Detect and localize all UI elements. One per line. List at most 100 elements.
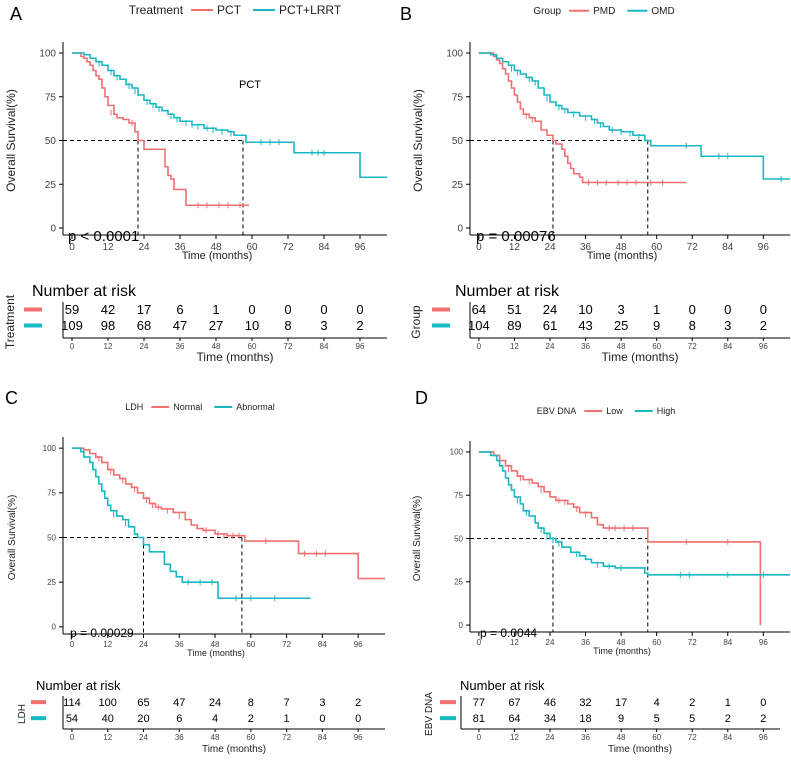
x-tick-label: 48	[617, 638, 626, 647]
legend-title: EBV DNA	[537, 406, 577, 416]
risk-count: 4	[654, 697, 660, 709]
legend-label-high: High	[657, 406, 676, 416]
legend: Group PMD OMD	[533, 6, 674, 17]
x-tick-label: 60	[652, 638, 661, 647]
risk-count: 42	[101, 302, 115, 317]
curve-abnormal	[71, 447, 311, 600]
y-tick-label: 100	[446, 49, 463, 60]
y-tick-label: 50	[45, 136, 57, 147]
risk-count: 100	[99, 697, 117, 709]
y-tick-label: 50	[454, 534, 463, 543]
y-tick-label: 25	[452, 180, 464, 191]
risk-count: 89	[507, 318, 521, 333]
risk-x-tick-label: 84	[320, 342, 329, 351]
risk-count: 64	[508, 713, 520, 725]
x-tick-label: 84	[723, 638, 732, 647]
risk-count: 24	[543, 302, 557, 317]
risk-x-tick-label: 12	[510, 342, 519, 351]
risk-count: 114	[63, 697, 81, 709]
risk-count: 59	[65, 302, 79, 317]
risk-count: 1	[212, 302, 219, 317]
risk-count: 9	[653, 318, 660, 333]
risk-count: 5	[689, 713, 695, 725]
risk-count: 18	[579, 713, 591, 725]
risk-x-tick-label: 24	[139, 733, 148, 742]
annotation-label: PCT	[239, 79, 261, 91]
legend-label-pct-lrrt: PCT+LRRT	[279, 3, 342, 17]
x-tick-label: 60	[246, 242, 258, 253]
risk-count: 2	[760, 713, 766, 725]
curve-omd	[478, 52, 790, 180]
legend-label-omd: OMD	[651, 6, 674, 17]
panel-label: A	[10, 4, 22, 24]
risk-x-tick-label: 36	[581, 733, 590, 742]
legend: Treatment PCT PCT+LRRT	[129, 3, 342, 17]
risk-count: 61	[543, 318, 557, 333]
x-tick-label: 48	[210, 242, 222, 253]
x-tick-label: 0	[70, 640, 75, 649]
curve-high	[478, 451, 790, 576]
x-tick-label: 36	[175, 640, 184, 649]
risk-count: 54	[66, 713, 78, 725]
legend: LDH Normal Abnormal	[125, 402, 275, 412]
risk-count: 65	[137, 697, 149, 709]
x-tick-label: 36	[581, 638, 590, 647]
risk-y-axis-title: Treatment	[3, 294, 17, 349]
panel-label: B	[400, 4, 412, 24]
x-tick-label: 24	[544, 242, 556, 253]
risk-x-tick-label: 96	[759, 733, 768, 742]
y-tick-label: 25	[47, 578, 56, 587]
risk-count: 0	[760, 302, 767, 317]
risk-count: 10	[578, 302, 592, 317]
x-tick-label: 96	[759, 638, 768, 647]
legend-title: Group	[533, 6, 561, 17]
x-tick-label: 48	[616, 242, 628, 253]
x-axis-title: Time (months)	[587, 250, 658, 262]
risk-x-tick-label: 96	[354, 733, 363, 742]
legend-title: Treatment	[129, 3, 184, 17]
risk-x-tick-label: 12	[510, 733, 519, 742]
risk-x-tick-label: 0	[70, 733, 75, 742]
y-axis-title: Overall Survival(%)	[411, 89, 425, 192]
risk-count: 8	[689, 318, 696, 333]
x-tick-label: 60	[246, 640, 255, 649]
y-tick-label: 25	[454, 578, 463, 587]
risk-x-axis-title: Time (months)	[608, 744, 672, 755]
risk-count: 109	[61, 318, 83, 333]
risk-count: 0	[724, 302, 731, 317]
risk-x-tick-label: 84	[723, 342, 732, 351]
x-tick-label: 60	[651, 242, 663, 253]
y-tick-label: 0	[50, 224, 56, 235]
x-axis-title: Time (months)	[187, 648, 245, 658]
risk-x-tick-label: 72	[688, 733, 697, 742]
risk-count: 10	[245, 318, 259, 333]
risk-count: 4	[212, 713, 218, 725]
risk-count: 1	[284, 713, 290, 725]
risk-count: 34	[544, 713, 556, 725]
risk-x-axis-title: Time (months)	[197, 350, 274, 364]
y-tick-label: 75	[454, 491, 463, 500]
risk-count: 8	[248, 697, 254, 709]
x-tick-label: 12	[509, 242, 521, 253]
legend-label-abnormal: Abnormal	[236, 402, 275, 412]
risk-x-tick-label: 48	[617, 342, 626, 351]
x-tick-label: 24	[546, 638, 555, 647]
curve-normal	[71, 447, 385, 580]
x-axis-title: Time (months)	[182, 250, 253, 262]
risk-count: 32	[579, 697, 591, 709]
risk-x-tick-label: 36	[176, 342, 185, 351]
x-tick-label: 0	[476, 242, 482, 253]
risk-count: 0	[320, 302, 327, 317]
risk-x-tick-label: 48	[617, 733, 626, 742]
risk-count: 81	[473, 713, 485, 725]
risk-count: 2	[725, 713, 731, 725]
risk-y-axis-title: Group	[409, 305, 423, 339]
risk-x-tick-label: 24	[546, 342, 555, 351]
legend-title: LDH	[125, 402, 143, 412]
y-tick-label: 50	[47, 533, 56, 542]
x-tick-label: 36	[174, 242, 186, 253]
y-axis-title: Overall Survival(%)	[7, 495, 18, 581]
